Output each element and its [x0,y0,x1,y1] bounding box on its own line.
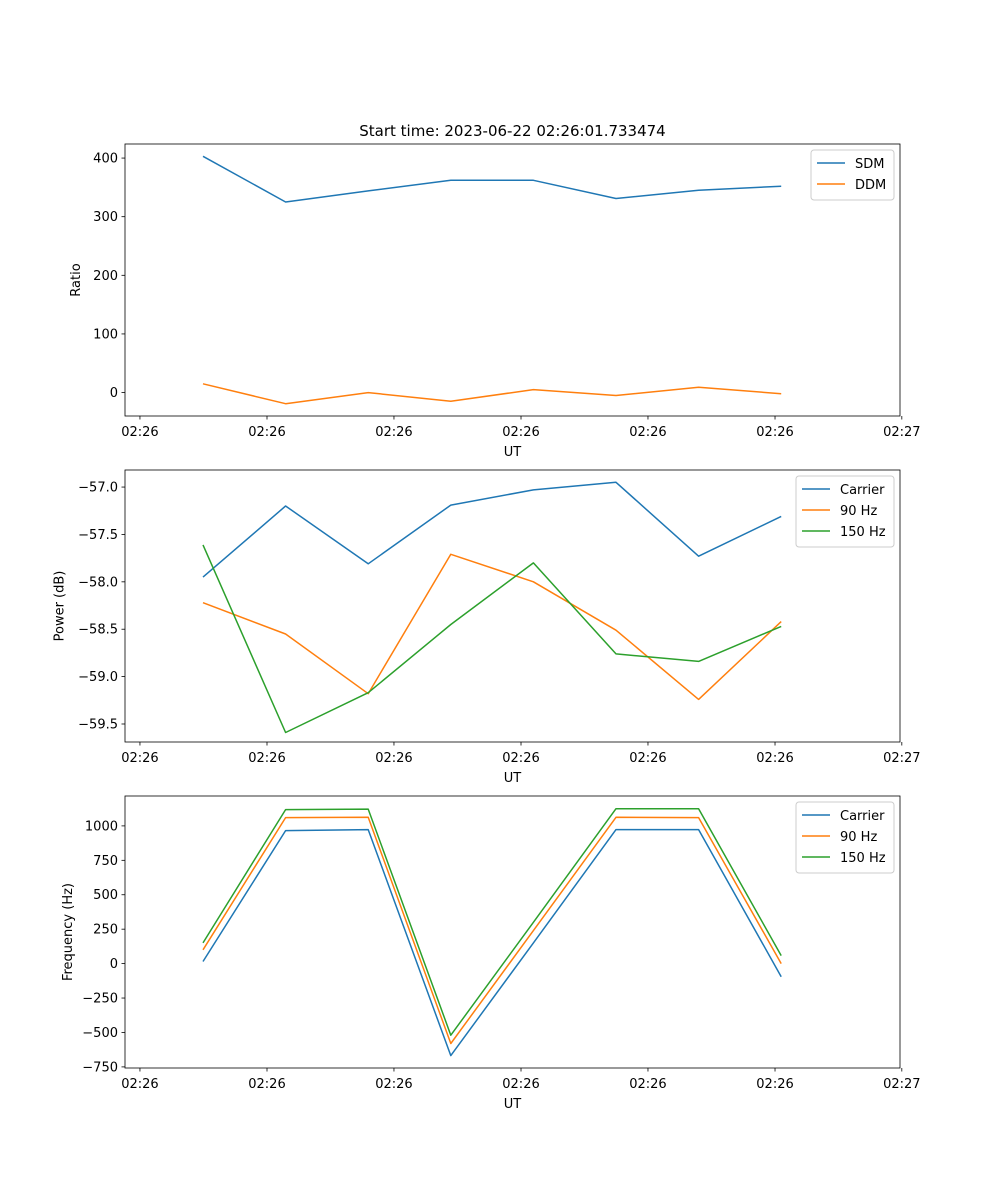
x-tick-label: 02:26 [756,751,793,766]
x-tick-label: 02:26 [629,751,666,766]
x-tick-label: 02:26 [502,425,539,440]
series-line-carrier [202,481,782,578]
axes-frame [124,143,901,417]
y-tick-label: 250 [93,923,118,938]
y-tick-label: −58.5 [78,623,118,638]
x-tick-label: 02:26 [502,1077,539,1092]
legend: Carrier 90 Hz 150 Hz [795,801,895,874]
x-axis-label: UT [504,771,522,786]
subplot-2: 02:26 02:26 02:26 02:26 02:26 02:26 02:27 UT −59… [53,469,921,786]
y-tick-label: −500 [82,1026,118,1041]
series-line-150-hz [202,544,782,734]
series-line-90-hz [202,816,782,1045]
subplot-3: 02:26 02:26 02:26 02:26 02:26 02:26 02:27 UT −75… [61,795,921,1112]
y-tick-label: −58.0 [78,575,118,590]
axes-frame [124,795,901,1069]
y-tick-label: −57.0 [78,481,118,496]
y-tick-label: 200 [93,269,118,284]
chart-title: Start time: 2023-06-22 02:26:01.733474 [359,122,665,140]
series-line-ddm [202,383,782,405]
legend-label: 90 Hz [840,830,877,845]
x-tick-label: 02:26 [248,1077,285,1092]
y-tick-label: 300 [93,210,118,225]
x-tick-label: 02:26 [248,751,285,766]
x-tick-label: 02:26 [375,1077,412,1092]
y-tick-label: −750 [82,1060,118,1075]
x-tick-label: 02:26 [629,1077,666,1092]
axes-frame [124,469,901,743]
legend-label: SDM [855,157,884,172]
y-tick-label: −59.5 [78,717,118,732]
x-tick-label: 02:26 [756,425,793,440]
y-tick-label: 750 [93,854,118,869]
legend-label: DDM [855,178,886,193]
legend: Carrier 90 Hz 150 Hz [795,475,895,548]
x-tick-label: 02:26 [375,751,412,766]
series-line-90-hz [202,553,782,701]
x-tick-label: 02:27 [883,425,920,440]
legend-box [795,475,895,548]
y-tick-label: 400 [93,152,118,167]
y-tick-label: −59.0 [78,670,118,685]
y-tick-label: −57.5 [78,528,118,543]
y-tick-label: 0 [110,957,118,972]
y-axis-label: Power (dB) [53,571,68,642]
y-axis-label: Ratio [69,263,84,296]
series-line-sdm [202,155,782,203]
series-line-150-hz [202,807,782,1036]
legend-label: 90 Hz [840,504,877,519]
y-tick-label: 100 [93,327,118,342]
legend-label: 150 Hz [840,851,886,866]
legend-label: Carrier [840,483,885,498]
x-tick-label: 02:26 [756,1077,793,1092]
x-tick-label: 02:26 [502,751,539,766]
x-tick-label: 02:26 [121,1077,158,1092]
x-tick-label: 02:27 [883,1077,920,1092]
subplot-1: 02:26 02:26 02:26 02:26 02:26 02:26 02:27 UT 0 10… [69,143,921,460]
x-tick-label: 02:26 [629,425,666,440]
y-tick-label: 1000 [85,819,118,834]
y-tick-label: 500 [93,888,118,903]
y-tick-label: 0 [110,386,118,401]
legend-label: Carrier [840,809,885,824]
legend: SDM DDM [810,149,895,201]
x-tick-label: 02:26 [121,751,158,766]
y-tick-label: −250 [82,992,118,1007]
x-tick-label: 02:26 [248,425,285,440]
y-axis-label: Frequency (Hz) [61,883,76,981]
x-tick-label: 02:27 [883,751,920,766]
x-tick-label: 02:26 [375,425,412,440]
legend-box [795,801,895,874]
x-tick-label: 02:26 [121,425,158,440]
x-axis-label: UT [504,1097,522,1112]
x-axis-label: UT [504,445,522,460]
series-line-carrier [202,828,782,1057]
legend-label: 150 Hz [840,525,886,540]
